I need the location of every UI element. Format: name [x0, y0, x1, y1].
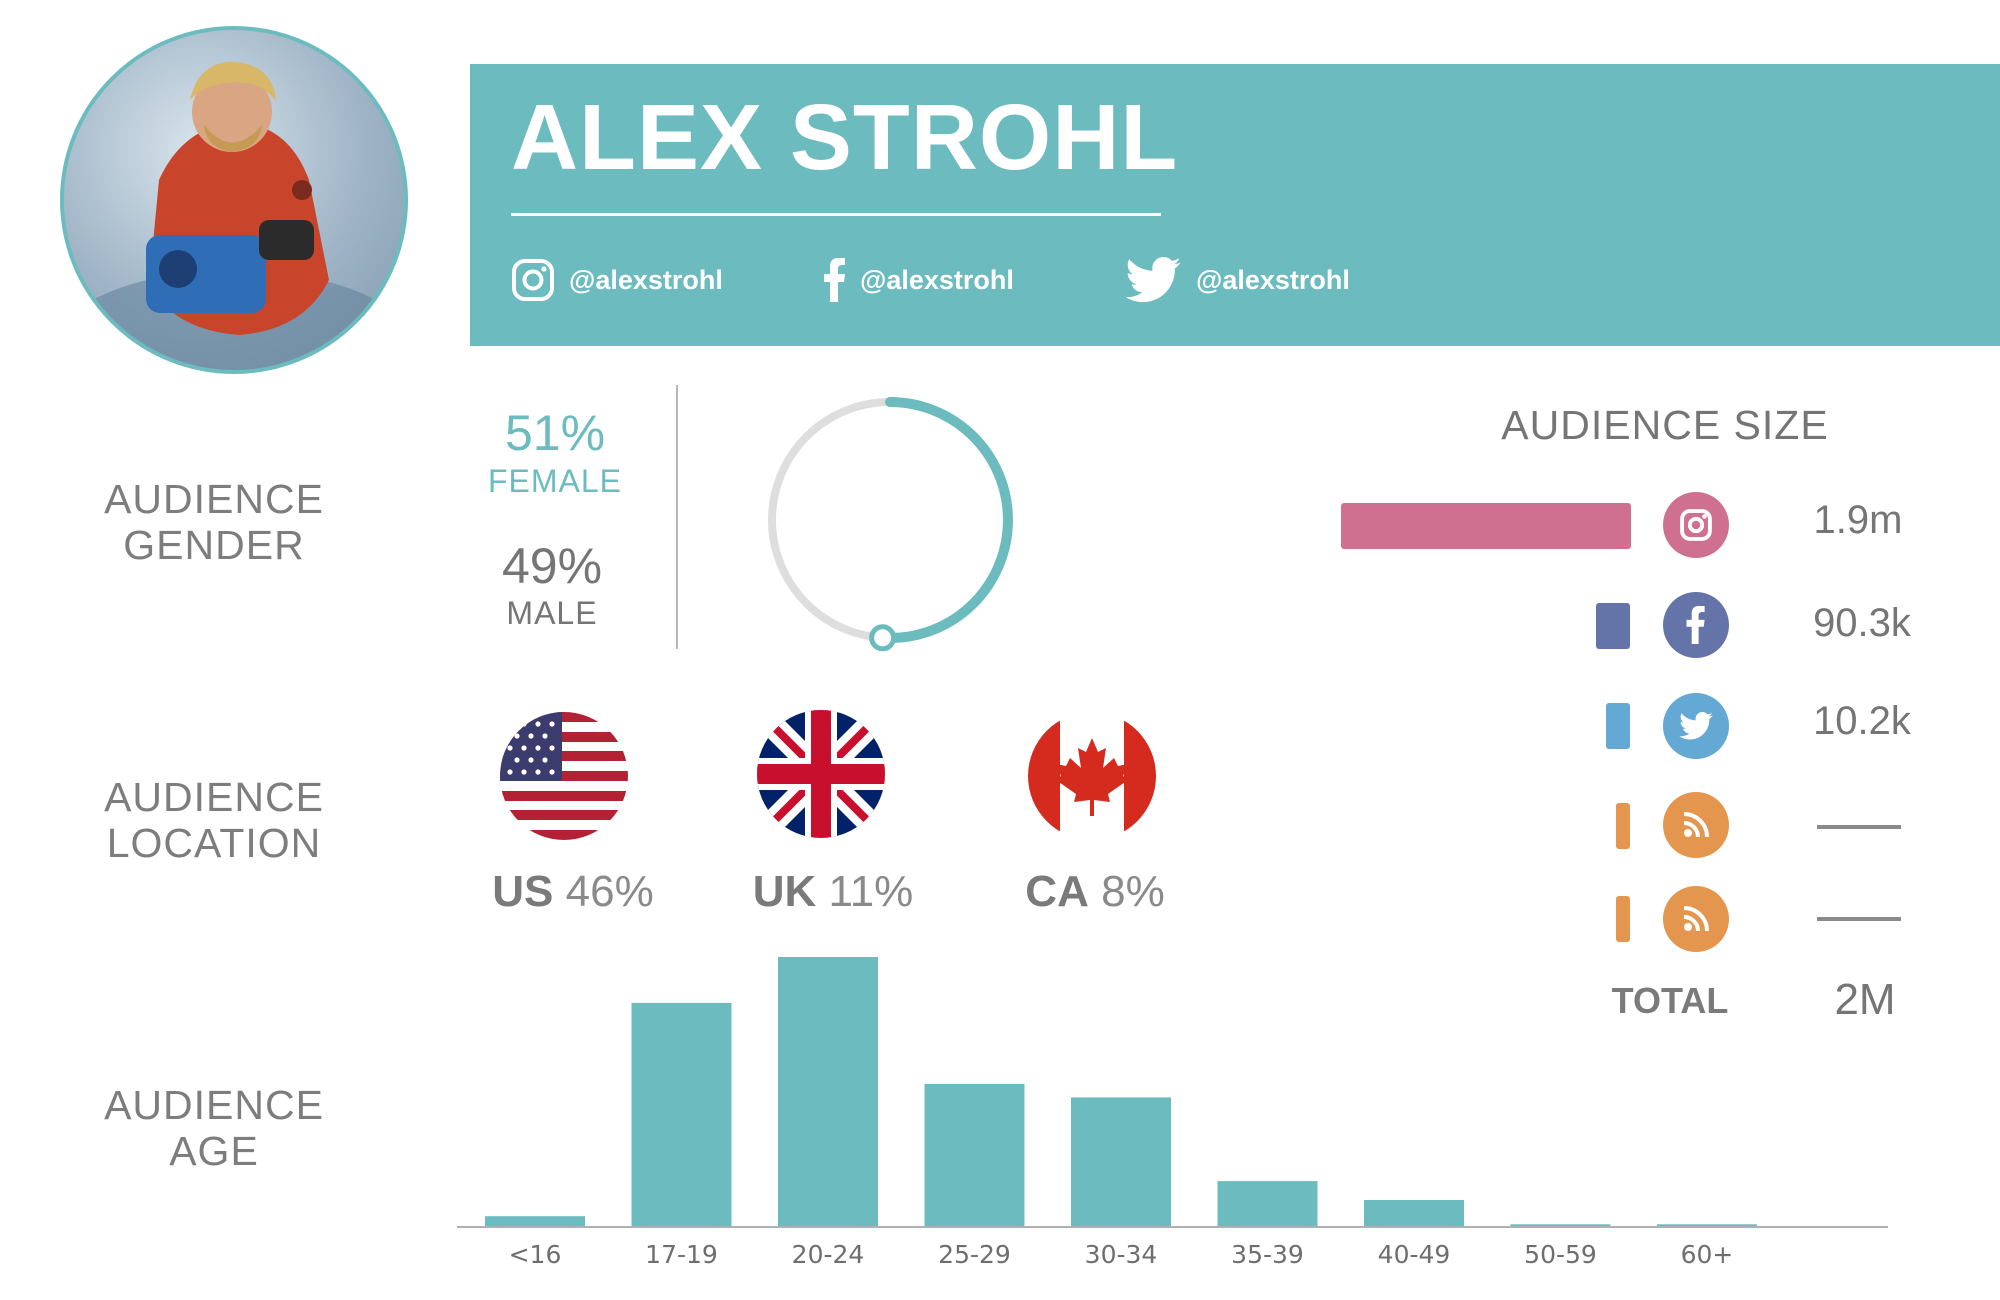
age-tick-label: 30-34 [1085, 1240, 1158, 1269]
twitter-icon [1125, 257, 1181, 303]
us-flag [500, 712, 628, 840]
header-divider [511, 213, 1161, 216]
female-arc [877, 397, 1013, 643]
profile-name: ALEX STROHL [511, 85, 1179, 189]
age-tick-label: 20-24 [792, 1240, 865, 1269]
audience-size-title: AUDIENCE SIZE [1501, 402, 1829, 448]
age-bar-17-19 [631, 1002, 732, 1227]
age-tick-label: 35-39 [1231, 1240, 1304, 1269]
age-tick-label: 50-59 [1524, 1240, 1597, 1269]
age-tick-label: 40-49 [1378, 1240, 1451, 1269]
age-bar-chart: <16 17-19 20-24 25-29 30-34 35-39 40-49 50-59 60… [457, 957, 1888, 1269]
location-uk: UK 11% [752, 867, 914, 916]
uk-flag [757, 710, 885, 838]
age-tick-label: 17-19 [645, 1240, 718, 1269]
age-bar-25-29 [924, 1083, 1025, 1227]
audience-gender-label: AUDIENCE GENDER [104, 476, 324, 568]
age-bar-20-24 [778, 957, 878, 1227]
profile-avatar [60, 26, 408, 374]
age-bar-30-34 [1071, 1097, 1171, 1227]
age-bar-60+ [1657, 1224, 1757, 1227]
total-value: 2M [1834, 975, 1896, 1024]
female-label: FEMALE [487, 463, 623, 499]
facebook-icon [824, 258, 845, 302]
facebook-size-value: 90.3k [1813, 601, 1911, 645]
age-bar-40-49 [1364, 1200, 1464, 1227]
facebook-handle-link[interactable]: @alexstrohl [824, 258, 1014, 302]
rss-size-value-empty [1817, 917, 1901, 921]
male-label: MALE [506, 595, 598, 631]
twitter-size-value: 10.2k [1813, 699, 1911, 743]
rss-icon [1663, 886, 1729, 952]
age-bar-50-59 [1510, 1224, 1611, 1227]
header-banner [470, 64, 2000, 346]
location-ca: CA 8% [1025, 867, 1165, 916]
age-tick-label: 25-29 [938, 1240, 1011, 1269]
twitter-handle: @alexstrohl [1196, 264, 1350, 295]
twitter-size-bar [1606, 703, 1630, 749]
gender-divider [676, 385, 678, 649]
rss-icon [1663, 792, 1729, 858]
facebook-size-bar [1596, 603, 1630, 649]
instagram-size-value: 1.9m [1813, 498, 1903, 542]
twitter-icon [1663, 693, 1729, 759]
facebook-handle: @alexstrohl [860, 264, 1014, 295]
facebook-icon [1663, 592, 1729, 658]
audience-location-label: AUDIENCE LOCATION [104, 774, 324, 866]
rss-size-bar [1616, 896, 1630, 942]
female-arc-marker [869, 624, 897, 652]
instagram-handle-link[interactable]: @alexstrohl [511, 258, 723, 302]
age-bar-35-39 [1217, 1181, 1318, 1227]
instagram-size-bar [1341, 503, 1631, 549]
instagram-icon [1663, 492, 1729, 558]
twitter-handle-link[interactable]: @alexstrohl [1124, 257, 1350, 303]
gender-donut [768, 397, 1013, 652]
male-percentage: 49% [501, 538, 603, 594]
age-tick-label: 60+ [1681, 1240, 1734, 1269]
age-tick-label: <16 [509, 1240, 562, 1269]
rss-size-value-empty [1817, 825, 1901, 829]
total-label: TOTAL [1611, 980, 1729, 1021]
canada-flag [1028, 712, 1156, 840]
audience-age-label: AUDIENCE AGE [104, 1082, 324, 1174]
age-bar-<16 [485, 1216, 585, 1227]
rss-size-bar [1616, 803, 1630, 849]
instagram-handle: @alexstrohl [569, 264, 723, 295]
location-us: US 46% [492, 867, 654, 916]
instagram-icon [512, 259, 554, 301]
female-percentage: 51% [504, 405, 606, 461]
